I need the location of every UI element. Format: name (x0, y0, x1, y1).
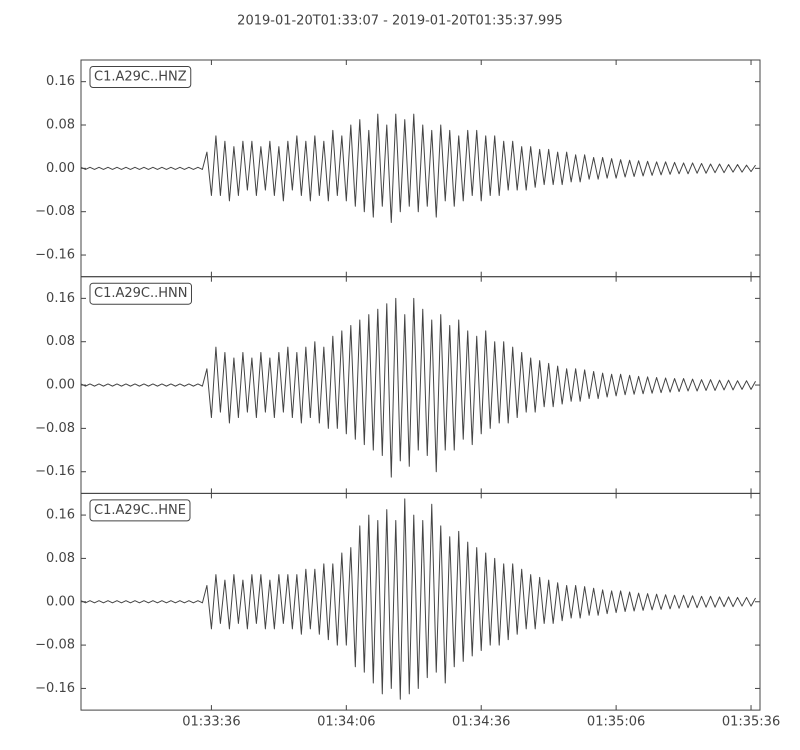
x-tick-label: 01:33:36 (182, 715, 240, 730)
x-tick-label: 01:35:06 (587, 715, 645, 730)
y-tick-label: −0.16 (35, 681, 75, 696)
y-tick-label: −0.08 (35, 638, 75, 653)
y-tick-label: 0.08 (46, 118, 75, 133)
y-tick-label: −0.08 (35, 204, 75, 219)
x-tick-label: 01:34:36 (452, 715, 510, 730)
y-tick-label: 0.16 (46, 508, 75, 523)
y-tick-label: −0.16 (35, 464, 75, 479)
y-tick-label: −0.08 (35, 421, 75, 436)
x-tick-label: 01:35:36 (722, 715, 780, 730)
chart-title: 2019-01-20T01:33:07 - 2019-01-20T01:35:3… (237, 14, 563, 29)
legend-box (89, 66, 192, 88)
y-tick-label: −0.16 (35, 248, 75, 263)
y-tick-label: 0.00 (46, 161, 75, 176)
x-tick-label: 01:34:06 (317, 715, 375, 730)
legend-label: C1.A29C..HNZ (94, 70, 187, 85)
waveform (80, 498, 756, 700)
y-tick-label: 0.08 (46, 334, 75, 349)
legend-label: C1.A29C..HNE (94, 503, 186, 518)
y-tick-label: 0.08 (46, 551, 75, 566)
legend-box (89, 282, 192, 305)
waveform (80, 113, 756, 224)
legend-box (89, 499, 191, 522)
waveform (80, 297, 756, 478)
y-tick-label: 0.00 (46, 378, 75, 393)
legend-label: C1.A29C..HNN (94, 286, 187, 301)
y-tick-label: 0.00 (46, 594, 75, 609)
y-tick-label: 0.16 (46, 291, 75, 306)
y-tick-label: 0.16 (46, 74, 75, 89)
